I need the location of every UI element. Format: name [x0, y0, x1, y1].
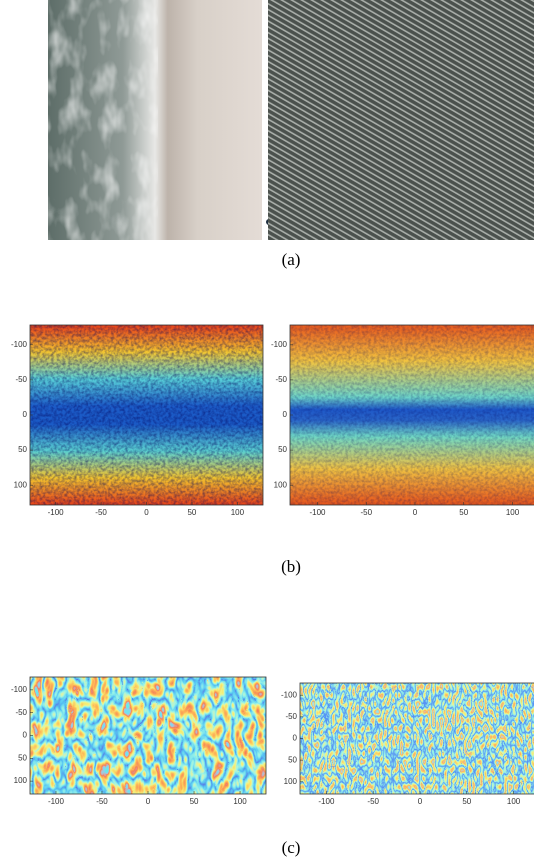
caption: (a) [282, 250, 301, 269]
y-tick-label: 100 [14, 480, 28, 489]
x-tick-label: 50 [190, 797, 199, 806]
y-tick-label: 0 [23, 731, 28, 740]
x-tick-label: 0 [418, 797, 423, 806]
y-tick-label: -100 [11, 685, 28, 694]
y-tick-label: -50 [275, 375, 287, 384]
x-tick-label: 100 [233, 797, 247, 806]
y-tick-label: 100 [274, 480, 288, 489]
y-tick-label: -100 [11, 340, 28, 349]
phase-map [299, 682, 534, 795]
y-tick-label: -50 [285, 712, 297, 721]
y-tick-label: -50 [15, 708, 27, 717]
x-tick-label: 100 [231, 508, 245, 517]
x-tick-label: -100 [48, 508, 65, 517]
heatmap [289, 324, 534, 506]
x-tick-label: 50 [459, 508, 468, 517]
y-tick-label: 50 [18, 445, 27, 454]
x-tick-label: 50 [462, 797, 471, 806]
y-tick-label: 100 [14, 776, 28, 785]
x-tick-label: 100 [507, 797, 521, 806]
x-tick-label: -100 [318, 797, 335, 806]
y-tick-label: 0 [23, 410, 28, 419]
x-tick-label: 0 [146, 797, 151, 806]
y-tick-label: 0 [283, 410, 288, 419]
x-tick-label: 50 [187, 508, 196, 517]
y-tick-label: 50 [278, 445, 287, 454]
y-tick-label: -100 [271, 340, 288, 349]
x-tick-label: 100 [506, 508, 520, 517]
heatmap [29, 324, 264, 506]
x-tick-label: 0 [413, 508, 418, 517]
x-tick-label: 0 [144, 508, 149, 517]
photo-beach [48, 0, 272, 240]
caption: (b) [281, 557, 301, 576]
x-tick-label: -100 [48, 797, 65, 806]
y-tick-label: 0 [293, 734, 298, 743]
y-tick-label: 100 [284, 777, 298, 786]
x-tick-label: -100 [309, 508, 326, 517]
y-tick-label: -50 [15, 375, 27, 384]
y-tick-label: -100 [281, 690, 298, 699]
caption: (c) [282, 838, 301, 857]
photo-texture [268, 0, 534, 240]
x-tick-label: -50 [360, 508, 372, 517]
phase-map [29, 676, 267, 795]
x-tick-label: -50 [96, 797, 108, 806]
x-tick-label: -50 [95, 508, 107, 517]
x-tick-label: -50 [367, 797, 379, 806]
y-tick-label: 50 [18, 753, 27, 762]
y-tick-label: 50 [288, 755, 297, 764]
